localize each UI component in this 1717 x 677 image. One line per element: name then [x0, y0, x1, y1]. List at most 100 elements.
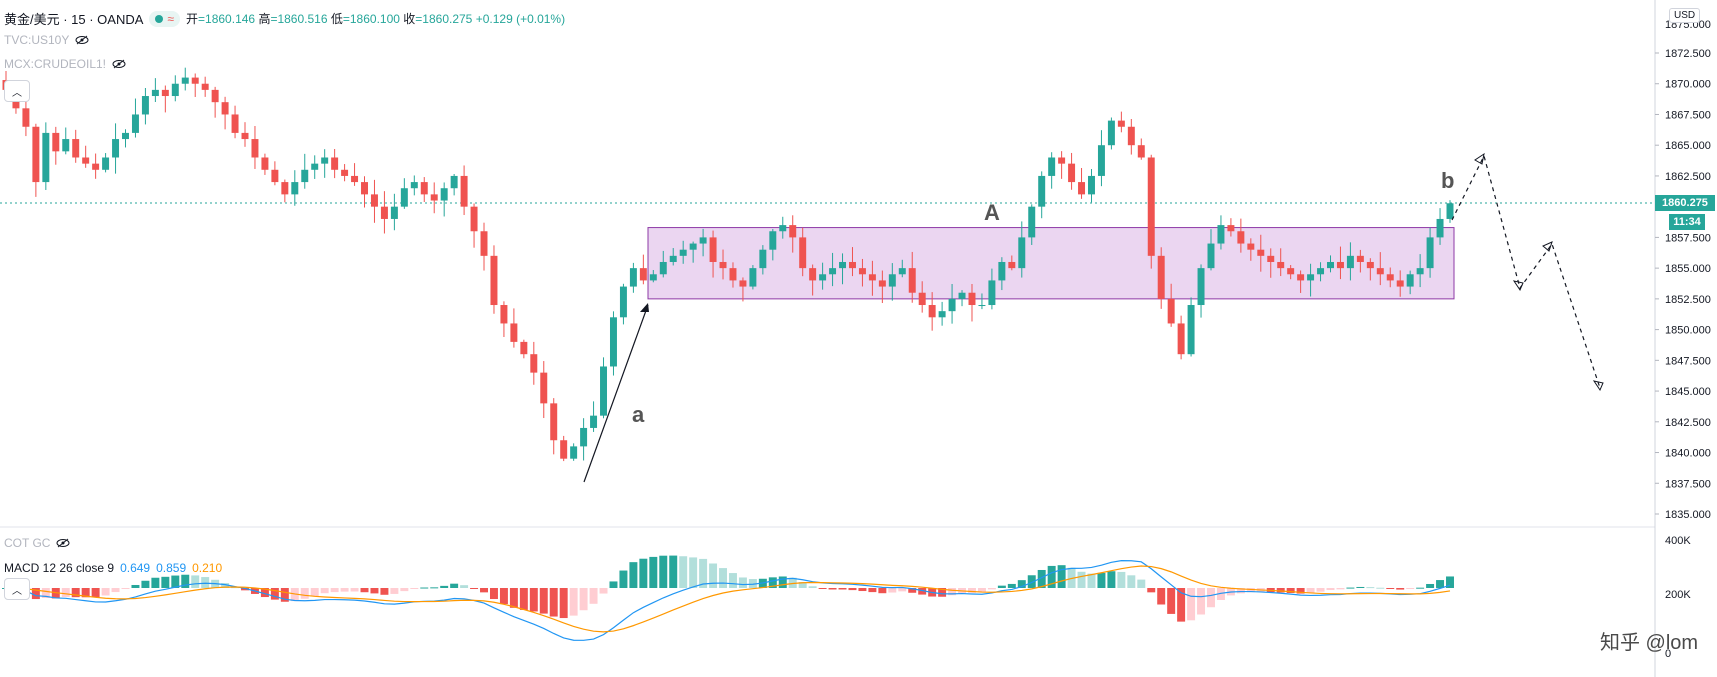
- macd-histogram-bar: [1027, 575, 1036, 588]
- candle-body: [171, 83, 179, 97]
- macd-histogram-bar: [1316, 588, 1325, 592]
- macd-histogram-bar: [1117, 571, 1126, 588]
- candle-body: [550, 403, 558, 441]
- candle-body: [908, 268, 916, 293]
- candle-body: [1177, 323, 1185, 355]
- macd-histogram-bar: [390, 588, 399, 594]
- candle-body: [759, 249, 767, 269]
- price-tick-label: 1840.000: [1665, 448, 1711, 460]
- candle-body: [430, 194, 438, 201]
- macd-histogram-bar: [1057, 565, 1066, 588]
- projection-head-1: [1474, 152, 1485, 165]
- macd-histogram-bar: [151, 577, 160, 588]
- candle-body: [560, 440, 568, 459]
- macd-histogram-bar: [539, 588, 548, 614]
- candle-body: [749, 268, 757, 287]
- candle-body: [1436, 218, 1444, 238]
- range-box-A: [647, 227, 1455, 300]
- currency-badge[interactable]: USD: [1669, 8, 1701, 23]
- candle-body: [1167, 298, 1175, 324]
- macd-histogram-bar: [1047, 565, 1056, 588]
- candle-body: [1048, 157, 1056, 176]
- status-pill[interactable]: ≈: [149, 10, 181, 27]
- macd-histogram-bar: [1157, 588, 1166, 605]
- macd-source-label[interactable]: COT GC: [4, 536, 70, 550]
- candle-body: [1267, 255, 1275, 262]
- candle-body: [470, 206, 478, 232]
- candle-body: [1207, 243, 1215, 269]
- macd-histogram-bar: [1446, 576, 1454, 588]
- macd-histogram-bar: [1416, 587, 1425, 589]
- candle-body: [629, 268, 637, 287]
- macd-histogram-bar: [1007, 583, 1016, 588]
- candle-body: [1187, 305, 1195, 355]
- price-tick-label: 1835.000: [1665, 509, 1711, 521]
- macd-histogram-bar: [131, 584, 140, 588]
- change-value: +0.129 (+0.01%): [475, 12, 566, 26]
- overlay-us10y[interactable]: TVC:US10Y: [4, 33, 89, 47]
- candle-body: [1038, 175, 1046, 207]
- projection-head-3: [1542, 241, 1553, 252]
- macd-histogram-bar: [748, 579, 757, 588]
- candle-body: [211, 89, 219, 103]
- macd-histogram-bar: [868, 588, 877, 593]
- collapse-legend-button[interactable]: ︿: [4, 80, 30, 102]
- macd-histogram-bar: [440, 585, 449, 588]
- macd-histogram-bar: [858, 588, 867, 592]
- candle-body: [161, 89, 169, 97]
- candle-body: [868, 274, 876, 281]
- macd-histogram-bar: [330, 588, 339, 593]
- candle-body: [1446, 203, 1454, 219]
- macd-histogram-bar: [1216, 588, 1225, 601]
- macd-histogram-bar: [629, 562, 638, 588]
- candle-body: [22, 108, 30, 127]
- candle-body: [898, 268, 906, 275]
- candle-body: [819, 274, 827, 281]
- macd-histogram-bar: [1137, 579, 1146, 588]
- candle-body: [1078, 182, 1086, 195]
- bar-countdown: 11:34: [1669, 214, 1705, 230]
- candle-body: [1376, 268, 1384, 275]
- macd-histogram-bar: [609, 581, 618, 588]
- macd-histogram-bar: [1077, 571, 1086, 588]
- candle-body: [858, 268, 866, 275]
- candle-body: [1088, 175, 1095, 195]
- candle-body: [580, 427, 588, 447]
- macd-histogram-bar: [848, 588, 857, 591]
- macd-histogram-bar: [559, 588, 568, 619]
- candle-body: [729, 268, 737, 281]
- macd-histogram-bar: [1197, 588, 1206, 615]
- macd-histogram-bar: [1306, 588, 1315, 593]
- hidden-eye-icon[interactable]: [56, 538, 70, 548]
- candle-body: [1227, 225, 1235, 232]
- ohlc-values: 开=1860.146 高=1860.516 低=1860.100 收=1860.…: [186, 12, 566, 26]
- macd-histogram-bar: [1017, 580, 1026, 588]
- hidden-eye-icon[interactable]: [75, 35, 89, 45]
- hidden-eye-icon[interactable]: [112, 59, 126, 69]
- candle-body: [809, 268, 817, 281]
- candle-body: [221, 102, 229, 115]
- candle-body: [1217, 225, 1225, 244]
- candle-body: [1257, 249, 1265, 256]
- candle-body: [361, 182, 368, 195]
- price-axis-ticks: 1872.500 1870.000 1867.500 1865.000 1862.500…: [1655, 19, 1711, 521]
- macd-histogram-bar: [778, 576, 787, 588]
- macd-histogram-bar: [480, 588, 488, 593]
- macd-group: [2, 555, 1454, 641]
- candle-body: [1028, 206, 1036, 238]
- macd-histogram-bar: [1276, 588, 1285, 593]
- candle-body: [1346, 255, 1354, 269]
- candle-body: [1097, 145, 1105, 176]
- overlay-crudeoil[interactable]: MCX:CRUDEOIL1!: [4, 57, 126, 71]
- macd-histogram-bar: [121, 588, 130, 589]
- candle-body: [1008, 261, 1016, 269]
- macd-histogram-bar: [1406, 588, 1415, 589]
- candle-body: [251, 139, 259, 158]
- macd-tick-label: 200K: [1665, 589, 1691, 601]
- macd-line: [5, 560, 1451, 641]
- collapse-macd-button[interactable]: ︿: [4, 578, 30, 600]
- macd-histogram-bar: [1147, 588, 1156, 593]
- macd-histogram-bar: [141, 580, 150, 588]
- candle-body: [1336, 261, 1344, 269]
